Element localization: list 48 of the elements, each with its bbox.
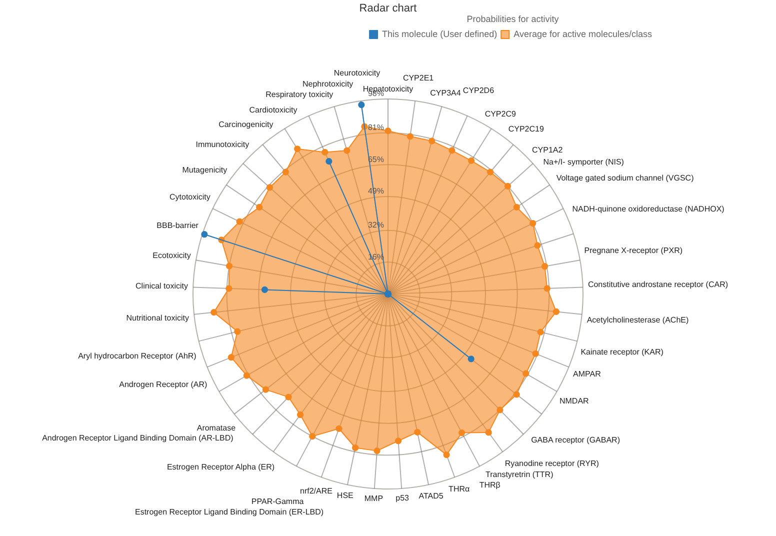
spoke-label: Acetylcholinesterase (AChE) (586, 315, 689, 324)
spoke-label: NADH-quinone oxidoreductase (NADHOX) (572, 204, 725, 214)
spoke-label: CYP2D6 (462, 86, 495, 95)
spoke-label: p53 (396, 494, 410, 503)
spoke-label: Aryl hydrocarbon Receptor (AhR) (78, 352, 197, 361)
spoke-label: MMP (364, 494, 384, 503)
spoke-label: THRα (448, 484, 470, 494)
spoke-label: Ryanodine receptor (RYR) (504, 458, 600, 468)
spoke-label: CYP2C9 (484, 109, 516, 118)
spoke-label: Immunotoxicity (196, 140, 250, 150)
spoke-label: Na+/I- symporter (NIS) (543, 157, 624, 166)
spoke-label: Mutagenicity (182, 166, 228, 175)
spoke-label: Ecotoxicity (152, 251, 191, 260)
spoke-label: GABA receptor (GABAR) (531, 436, 620, 445)
spoke-label: THRβ (479, 480, 501, 490)
spoke-label: Neurotoxicity (334, 68, 380, 78)
spoke-label: Voltage gated sodium channel (VGSC) (556, 174, 694, 183)
legend-label: Average for active molecules/class (514, 28, 652, 39)
spoke-label: CYP2C19 (508, 124, 544, 134)
spoke-label: CYP1A2 (532, 146, 564, 155)
spoke-label: Cytotoxicity (169, 192, 210, 202)
spoke-label: Nephrotoxicity (302, 79, 354, 88)
spoke-label: Constitutive androstane receptor (CAR) (588, 280, 728, 289)
spoke-label: Androgen Receptor (AR) (119, 380, 208, 390)
spoke-label: Androgen Receptor Ligand Binding Domain (AR-LBD) (42, 434, 234, 443)
chart-title: Radar chart (359, 2, 417, 15)
spoke-label: CYP2E1 (402, 74, 434, 83)
spoke-label: Cardiotoxicity (249, 106, 298, 115)
spoke-label: Carcinogenicity (218, 120, 274, 129)
spoke-label: Estrogen Receptor Ligand Binding Domain (ER-LBD) (134, 508, 324, 517)
spoke-label: ATAD5 (418, 492, 444, 501)
spoke-label: Aromatase (196, 423, 236, 432)
spoke-label: Estrogen Receptor Alpha (ER) (166, 462, 275, 472)
legend-title: Probabilities for activity (466, 14, 560, 24)
spoke-label: Transtyretrin (TTR) (486, 470, 554, 480)
spoke-label: CYP3A4 (430, 88, 462, 98)
spoke-label: BBB-barrier (156, 220, 199, 230)
spoke-label: nrf2/ARE (300, 486, 332, 496)
spoke-label: NMDAR (559, 396, 590, 406)
legend-label: This molecule (User defined) (382, 28, 498, 39)
spoke-label: HSE (336, 490, 354, 500)
spoke-label: Kainate receptor (KAR) (580, 348, 664, 357)
spoke-label: Clinical toxicity (136, 281, 188, 290)
spoke-label: PPAR-Gamma (251, 496, 304, 506)
spoke-label: Respiratory toxicity (266, 90, 334, 100)
spoke-label: Pregnane X-receptor (PXR) (584, 246, 683, 255)
spoke-label: Nutritional toxicity (126, 313, 189, 322)
spoke-label: AMPAR (573, 370, 602, 379)
